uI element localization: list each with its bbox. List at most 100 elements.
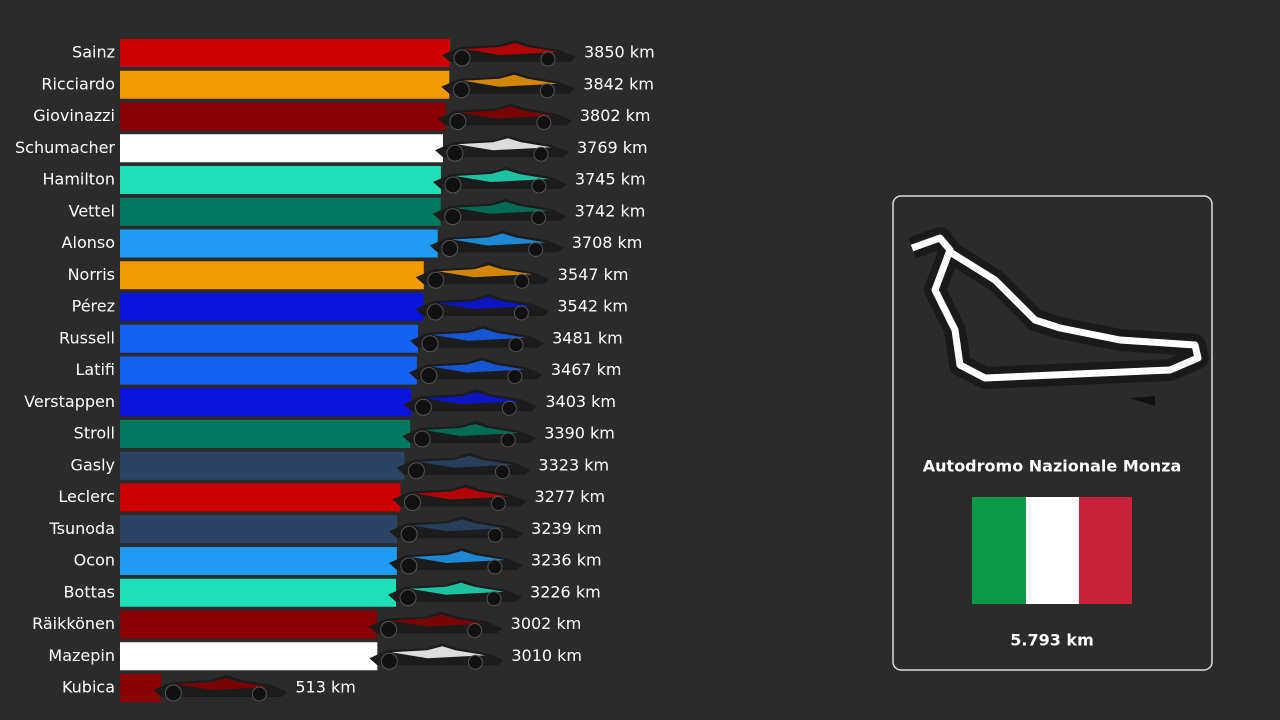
wheel xyxy=(426,303,444,321)
bar xyxy=(120,70,450,99)
value-label: 3745 km xyxy=(575,170,646,189)
value-label: 3236 km xyxy=(531,551,602,570)
car xyxy=(388,548,523,575)
bar-label: Tsunoda xyxy=(49,519,116,538)
wheel xyxy=(533,146,549,162)
bar xyxy=(120,547,397,575)
value-label: 3542 km xyxy=(557,297,628,316)
bar-label: Norris xyxy=(68,265,115,284)
wheel xyxy=(413,430,431,448)
bar xyxy=(120,388,412,417)
value-label: 3708 km xyxy=(572,233,643,252)
car-livery xyxy=(430,360,525,373)
car xyxy=(369,643,504,670)
wheel xyxy=(467,623,483,638)
wheel xyxy=(501,400,517,416)
bars: Sainz 3850 km Ricciardo 3842 km Giovinazzi 38… xyxy=(15,39,655,702)
car xyxy=(442,40,576,67)
bar-label: Räikkönen xyxy=(32,614,115,633)
value-label: 3802 km xyxy=(580,106,651,125)
wheel xyxy=(380,621,398,638)
wheel xyxy=(427,271,445,289)
wheel xyxy=(452,81,470,99)
wheel xyxy=(407,462,425,480)
car xyxy=(410,325,545,353)
bar xyxy=(120,197,441,226)
wheel xyxy=(467,654,483,670)
value-label: 3769 km xyxy=(577,138,648,157)
bar xyxy=(120,166,441,194)
bar xyxy=(120,578,397,607)
value-label: 3481 km xyxy=(552,328,623,347)
flag-green xyxy=(972,497,1026,604)
value-label: 3742 km xyxy=(575,201,646,220)
car-livery xyxy=(437,265,532,278)
wheel xyxy=(444,176,462,194)
car-livery xyxy=(464,43,558,55)
bar-label: Verstappen xyxy=(24,392,115,411)
bar xyxy=(120,674,162,702)
car-livery xyxy=(451,233,546,246)
bar-label: Leclerc xyxy=(58,487,115,506)
bar-label: Latifi xyxy=(75,360,115,379)
wheel xyxy=(420,367,438,384)
wheel xyxy=(500,432,516,448)
car-livery xyxy=(418,455,513,468)
circuit-name: Autodromo Nazionale Monza xyxy=(923,457,1181,476)
bar xyxy=(120,324,419,353)
wheel xyxy=(490,496,506,511)
wheel xyxy=(531,210,547,226)
car xyxy=(415,294,550,321)
wheel xyxy=(444,208,462,226)
value-label: 3403 km xyxy=(545,392,616,411)
wheel xyxy=(403,494,421,511)
wheel xyxy=(251,686,267,702)
car xyxy=(408,357,543,384)
bar-label: Stroll xyxy=(74,424,115,443)
bar xyxy=(120,229,438,258)
car xyxy=(368,611,503,638)
bar xyxy=(120,642,378,671)
wheel xyxy=(449,113,467,130)
car xyxy=(389,516,524,543)
wheel xyxy=(487,559,503,575)
circuit-panel: Autodromo Nazionale Monza 5.793 km xyxy=(892,195,1213,671)
car xyxy=(429,230,564,257)
car xyxy=(153,675,288,702)
car-livery xyxy=(390,614,485,627)
wheel xyxy=(400,525,418,543)
value-label: 3323 km xyxy=(538,455,609,474)
bar xyxy=(120,39,450,67)
wheel xyxy=(508,337,524,353)
bar xyxy=(120,134,443,163)
wheel xyxy=(453,49,471,67)
car-livery xyxy=(175,678,270,690)
value-label: 3850 km xyxy=(584,43,655,62)
value-label: 3467 km xyxy=(551,360,622,379)
car-livery xyxy=(459,106,554,119)
bar xyxy=(120,102,446,131)
value-label: 513 km xyxy=(295,678,355,697)
value-label: 3226 km xyxy=(530,582,601,601)
wheel xyxy=(507,369,523,384)
wheel xyxy=(528,242,544,257)
value-label: 3277 km xyxy=(534,487,605,506)
wheel xyxy=(514,273,530,289)
wheel xyxy=(487,527,503,543)
flag-white xyxy=(1026,497,1079,604)
value-label: 3239 km xyxy=(531,519,602,538)
bar xyxy=(120,293,424,321)
bar-label: Mazepin xyxy=(48,646,115,665)
car-livery xyxy=(411,519,506,532)
car xyxy=(415,262,550,289)
bar-label: Giovinazzi xyxy=(33,106,115,125)
bar-label: Sainz xyxy=(72,43,115,62)
value-label: 3390 km xyxy=(544,424,615,443)
bar xyxy=(120,451,405,480)
car-livery xyxy=(410,551,505,563)
car xyxy=(437,103,572,130)
car-livery xyxy=(410,582,505,595)
wheel xyxy=(421,335,439,353)
bar xyxy=(120,515,398,544)
value-label: 3010 km xyxy=(511,646,582,665)
